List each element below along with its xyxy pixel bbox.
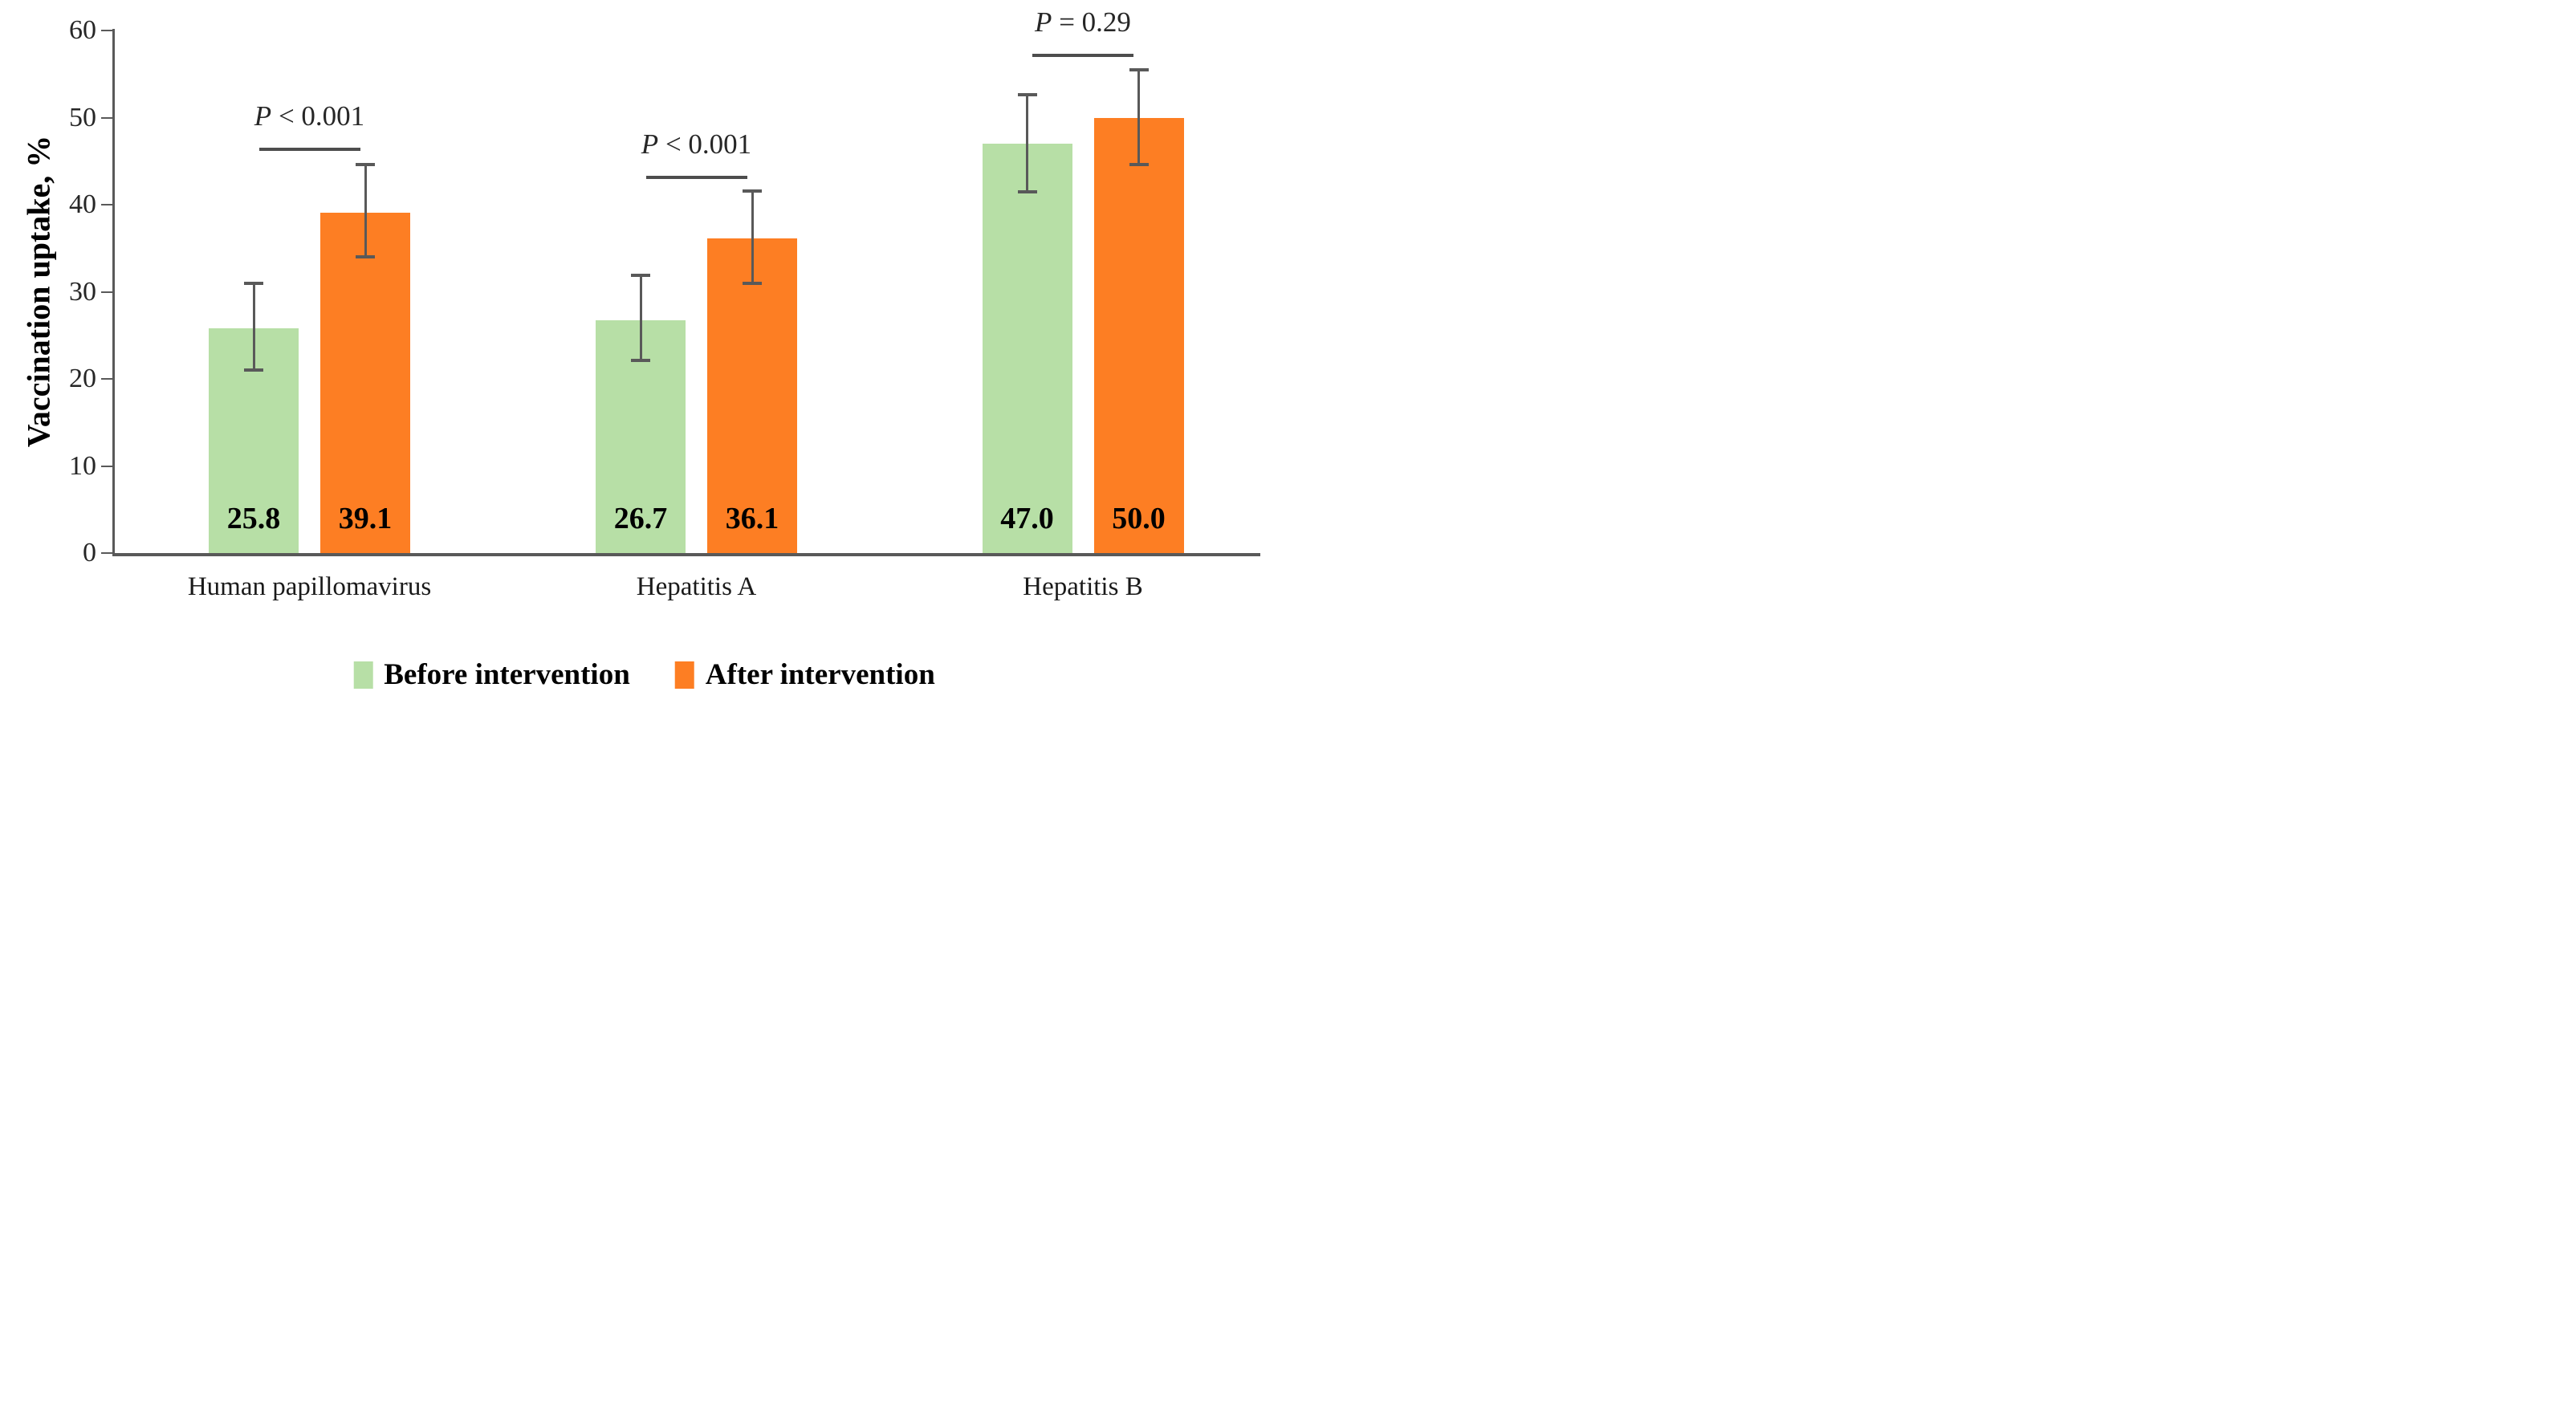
significance-line-hepatitis-b [1032, 54, 1133, 58]
error-bar-cap-top-after-intervention-hepatitis-a [743, 189, 762, 193]
bar-before-intervention-hepatitis-b [982, 144, 1072, 553]
y-axis-tick-label: 40 [69, 189, 96, 219]
y-axis-tick [101, 291, 112, 293]
y-axis-tick-label: 0 [83, 538, 96, 568]
error-bar-line-after-intervention-human-papillomavirus [364, 165, 367, 258]
y-axis-tick [101, 552, 112, 554]
y-axis-tick [101, 465, 112, 467]
y-axis-tick [101, 378, 112, 380]
significance-line-hepatitis-a [645, 176, 747, 180]
error-bar-cap-bottom-before-intervention-human-papillomavirus [244, 368, 263, 372]
value-label-after-intervention-human-papillomavirus: 39.1 [338, 502, 393, 535]
bar-after-intervention-hepatitis-b [1093, 117, 1184, 553]
x-axis-line [112, 553, 1260, 556]
y-axis-tick-label: 10 [69, 450, 96, 481]
legend-swatch-icon [674, 661, 694, 689]
error-bar-cap-bottom-before-intervention-hepatitis-b [1017, 189, 1037, 193]
y-axis-line [112, 29, 115, 555]
error-bar-cap-top-before-intervention-hepatitis-a [631, 273, 650, 277]
value-label-before-intervention-hepatitis-b: 47.0 [1000, 502, 1054, 535]
y-axis-tick-label: 50 [69, 102, 96, 132]
y-axis-tick [101, 204, 112, 205]
error-bar-line-before-intervention-hepatitis-a [639, 275, 642, 361]
legend-label: After intervention [705, 658, 935, 691]
error-bar-cap-top-before-intervention-hepatitis-b [1017, 93, 1037, 97]
legend-item-after-intervention: After intervention [674, 658, 935, 691]
chart-legend: Before intervention After intervention [353, 660, 935, 690]
p-italic: P [641, 128, 659, 161]
category-label-hepatitis-a: Hepatitis A [636, 572, 757, 601]
bar-after-intervention-hepatitis-a [707, 238, 797, 553]
legend-swatch-icon [353, 661, 373, 689]
significance-line-human-papillomavirus [258, 148, 360, 152]
error-bar-line-after-intervention-hepatitis-a [751, 190, 754, 283]
p-italic: P [1035, 6, 1052, 39]
error-bar-cap-bottom-before-intervention-hepatitis-a [631, 359, 650, 363]
bar-chart-figure: Vaccination uptake, % 0 10 20 30 40 50 60 25.8 3… [0, 0, 1288, 714]
error-bar-line-before-intervention-hepatitis-b [1026, 95, 1028, 192]
y-axis-tick [101, 30, 112, 31]
p-value-label-hepatitis-a: P < 0.001 [641, 128, 752, 161]
y-axis-tick-label: 30 [69, 276, 96, 307]
category-label-human-papillomavirus: Human papillomavirus [187, 572, 432, 601]
p-value-label-hepatitis-b: P = 0.29 [1035, 6, 1131, 39]
p-value-label-human-papillomavirus: P < 0.001 [254, 100, 365, 132]
legend-label: Before intervention [384, 658, 630, 691]
error-bar-cap-bottom-after-intervention-hepatitis-a [743, 281, 762, 285]
error-bar-cap-top-after-intervention-human-papillomavirus [356, 163, 375, 167]
error-bar-line-after-intervention-hepatitis-b [1137, 69, 1140, 165]
category-label-hepatitis-b: Hepatitis B [1023, 572, 1143, 601]
y-axis-tick-label: 60 [69, 15, 96, 45]
error-bar-line-before-intervention-human-papillomavirus [252, 283, 255, 371]
value-label-before-intervention-hepatitis-a: 26.7 [613, 502, 668, 535]
legend-item-before-intervention: Before intervention [353, 660, 630, 690]
value-label-after-intervention-hepatitis-a: 36.1 [725, 502, 779, 535]
value-label-before-intervention-human-papillomavirus: 25.8 [226, 502, 281, 535]
error-bar-cap-bottom-after-intervention-hepatitis-b [1129, 163, 1149, 167]
bar-after-intervention-human-papillomavirus [320, 212, 410, 553]
y-axis-tick [101, 116, 112, 119]
error-bar-cap-top-before-intervention-human-papillomavirus [244, 281, 263, 285]
plot-area: 0 10 20 30 40 50 60 25.8 39.1 Human papillomaviru… [0, 0, 1288, 714]
y-axis-tick-label: 20 [69, 364, 96, 393]
error-bar-cap-top-after-intervention-hepatitis-b [1129, 67, 1149, 71]
value-label-after-intervention-hepatitis-b: 50.0 [1112, 502, 1166, 535]
error-bar-cap-bottom-after-intervention-human-papillomavirus [356, 255, 375, 259]
p-italic: P [254, 100, 272, 132]
